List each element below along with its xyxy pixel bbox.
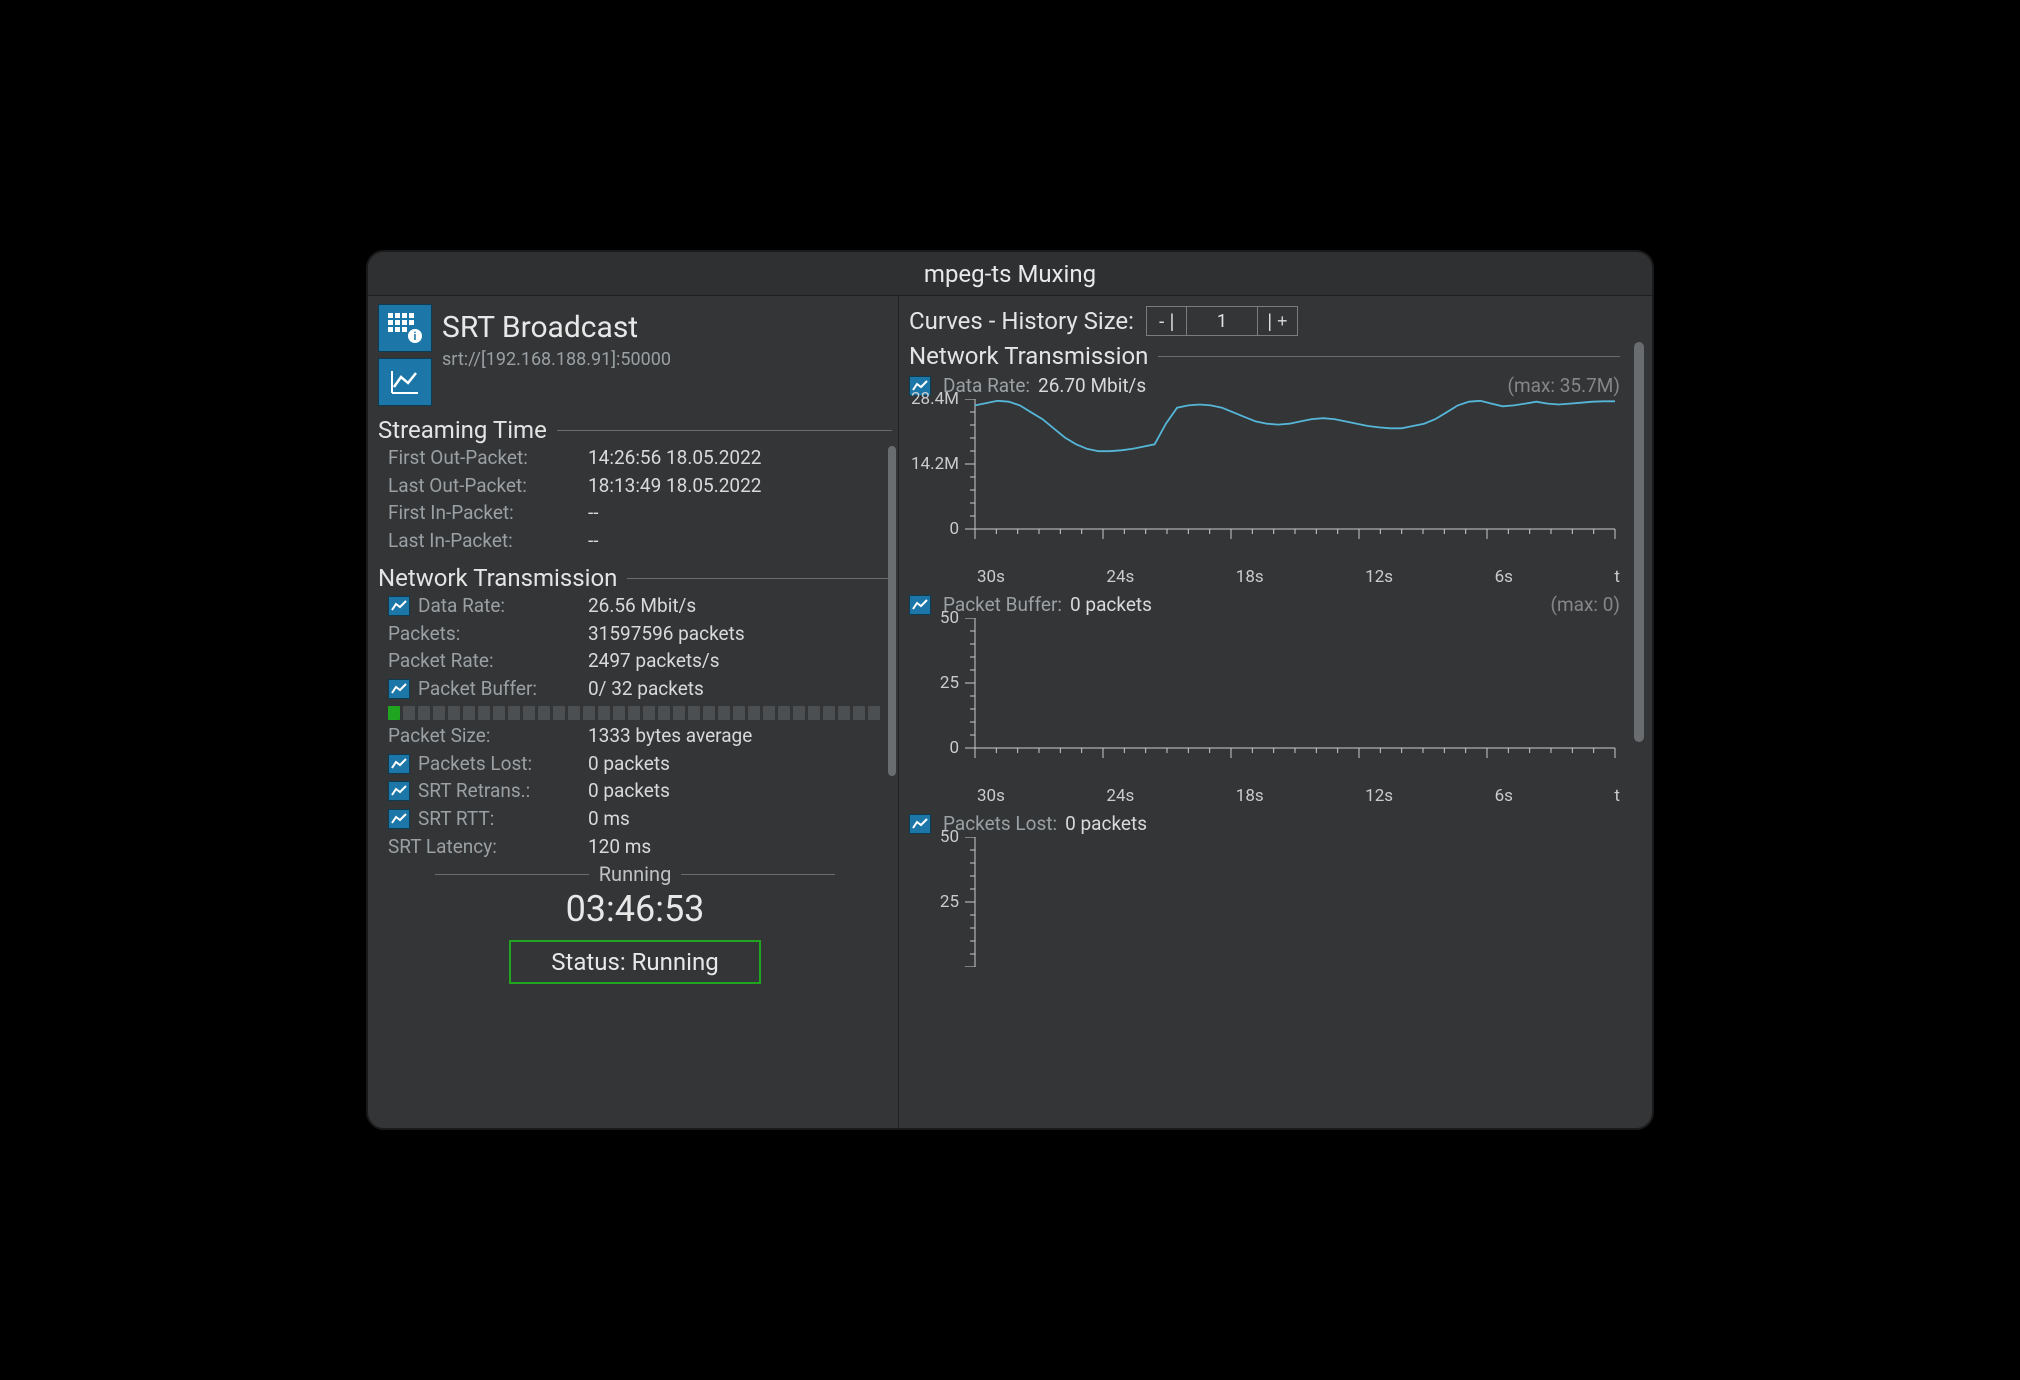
kv-label: Packet Rate: — [388, 647, 588, 675]
kv-label: Last Out-Packet: — [388, 472, 588, 500]
chart-mark-icon — [388, 596, 410, 616]
chart-value: 26.70 Mbit/s — [1038, 374, 1146, 397]
kv-value: 120 ms — [588, 833, 651, 861]
chart-mark-icon — [388, 754, 410, 774]
kv-row: Last Out-Packet: 18:13:49 18.05.2022 — [378, 472, 892, 500]
kv-value: -- — [588, 499, 599, 527]
y-tick-label: 14.2M — [909, 454, 959, 474]
kv-value: 2497 packets/s — [588, 647, 720, 675]
grid-info-icon[interactable]: i — [378, 304, 432, 352]
chart-max: (max: 35.7M) — [1508, 374, 1621, 397]
history-size-increment[interactable]: | + — [1257, 307, 1297, 335]
chart-mark-icon — [388, 809, 410, 829]
running-label: Running — [599, 862, 672, 886]
chart-value: 0 packets — [1065, 812, 1147, 835]
broadcast-url: srt://[192.168.188.91]:50000 — [442, 349, 671, 370]
kv-label: Packets Lost: — [388, 750, 588, 778]
y-tick-label: 0 — [909, 519, 959, 539]
kv-label: SRT Retrans.: — [388, 777, 588, 805]
left-header: i SRT Broadcast srt://[192.168.188.91]:5… — [378, 304, 892, 406]
chart-label: Packets Lost: — [943, 812, 1057, 835]
kv-label: Last In-Packet: — [388, 527, 588, 555]
chart-mark-icon — [388, 781, 410, 801]
chart-max: (max: 0) — [1550, 593, 1620, 616]
x-tick-labels: 30s24s18s12s6st — [963, 567, 1620, 587]
kv-label: First Out-Packet: — [388, 444, 588, 472]
kv-label: Data Rate: — [388, 592, 588, 620]
right-section-title: Network Transmission — [909, 342, 1148, 370]
broadcast-title: SRT Broadcast — [442, 310, 671, 345]
kv-row: Packet Rate: 2497 packets/s — [378, 647, 892, 675]
kv-row: Packets: 31597596 packets — [378, 620, 892, 648]
chart-packets-lost: Packets Lost: 0 packets 50 25 — [909, 810, 1620, 957]
kv-value: 0 ms — [588, 805, 630, 833]
chart-value: 0 packets — [1070, 593, 1152, 616]
kv-value: 0 packets — [588, 750, 670, 778]
kv-label: First In-Packet: — [388, 499, 588, 527]
x-tick-labels: 30s24s18s12s6st — [963, 786, 1620, 806]
history-size-value: 1 — [1187, 307, 1257, 335]
kv-row: Packet Buffer: 0/ 32 packets — [378, 675, 892, 703]
running-time: 03:46:53 — [566, 888, 705, 930]
kv-row: SRT RTT: 0 ms — [378, 805, 892, 833]
kv-label: SRT Latency: — [388, 833, 588, 861]
status-box: Status: Running — [509, 940, 760, 984]
y-tick-label: 50 — [909, 827, 959, 847]
y-tick-label: 28.4M — [909, 389, 959, 409]
kv-row: First Out-Packet: 14:26:56 18.05.2022 — [378, 444, 892, 472]
kv-value: -- — [588, 527, 599, 555]
curves-header: Curves - History Size: - | 1 | + — [909, 302, 1644, 342]
y-tick-label: 25 — [909, 673, 959, 693]
kv-value: 0 packets — [588, 777, 670, 805]
left-scrollbar[interactable] — [888, 446, 896, 776]
right-scrollbar[interactable] — [1634, 342, 1644, 1128]
streaming-time-heading: Streaming Time — [378, 416, 892, 444]
right-panel: Curves - History Size: - | 1 | + Network… — [898, 296, 1652, 1128]
kv-value: 26.56 Mbit/s — [588, 592, 696, 620]
main-window: mpeg-ts Muxing i — [366, 250, 1654, 1130]
kv-value: 18:13:49 18.05.2022 — [588, 472, 761, 500]
kv-label: Packets: — [388, 620, 588, 648]
kv-row: SRT Retrans.: 0 packets — [378, 777, 892, 805]
kv-value: 0/ 32 packets — [588, 675, 704, 703]
window-body: i SRT Broadcast srt://[192.168.188.91]:5… — [368, 296, 1652, 1128]
curves-label: Curves - History Size: — [909, 307, 1134, 335]
kv-value: 1333 bytes average — [588, 722, 752, 750]
kv-row: First In-Packet: -- — [378, 499, 892, 527]
window-title: mpeg-ts Muxing — [368, 252, 1652, 296]
chart-packet-buffer: Packet Buffer: 0 packets (max: 0) 50 25 … — [909, 591, 1620, 806]
network-heading: Network Transmission — [378, 564, 892, 592]
kv-label: Packet Size: — [388, 722, 588, 750]
buffer-bar — [388, 706, 892, 720]
y-tick-label: 50 — [909, 608, 959, 628]
kv-label: SRT RTT: — [388, 805, 588, 833]
history-size-decrement[interactable]: - | — [1147, 307, 1187, 335]
chart-mark-icon — [388, 679, 410, 699]
kv-row: Packet Size: 1333 bytes average — [378, 722, 892, 750]
kv-row: Packets Lost: 0 packets — [378, 750, 892, 778]
kv-row: Data Rate: 26.56 Mbit/s — [378, 592, 892, 620]
chart-data-rate: Data Rate: 26.70 Mbit/s (max: 35.7M) 28.… — [909, 372, 1620, 587]
y-tick-label: 0 — [909, 738, 959, 758]
kv-value: 14:26:56 18.05.2022 — [588, 444, 761, 472]
kv-value: 31597596 packets — [588, 620, 745, 648]
kv-label: Packet Buffer: — [388, 675, 588, 703]
chart-label: Packet Buffer: — [943, 593, 1062, 616]
kv-row: SRT Latency: 120 ms — [378, 833, 892, 861]
history-size-stepper[interactable]: - | 1 | + — [1146, 306, 1298, 336]
svg-text:i: i — [414, 330, 417, 343]
y-tick-label: 25 — [909, 892, 959, 912]
kv-row: Last In-Packet: -- — [378, 527, 892, 555]
left-panel: i SRT Broadcast srt://[192.168.188.91]:5… — [368, 296, 898, 1128]
chart-icon[interactable] — [378, 358, 432, 406]
